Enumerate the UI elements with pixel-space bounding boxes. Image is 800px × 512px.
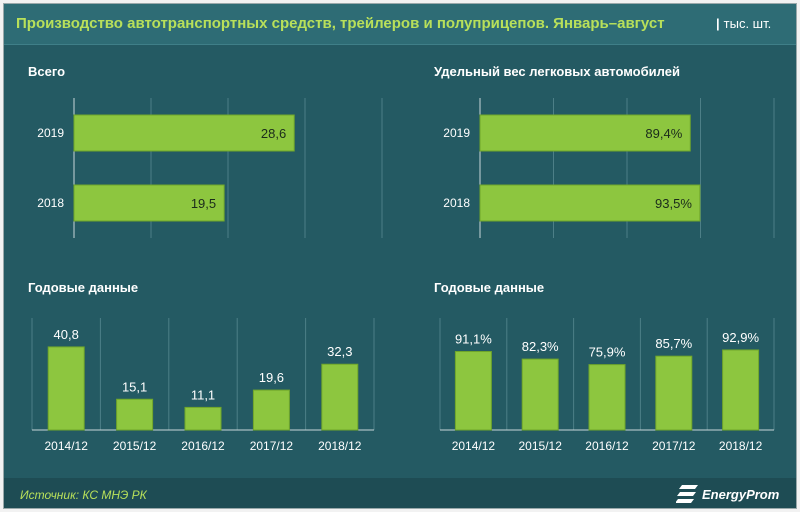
data-label: 32,3 bbox=[327, 344, 352, 359]
unit-wrap: | тыс. шт. bbox=[716, 16, 771, 31]
data-label: 75,9% bbox=[589, 345, 626, 360]
bar bbox=[479, 184, 701, 222]
bar bbox=[655, 355, 693, 431]
source-note: Источник: КС МНЭ РК bbox=[20, 488, 147, 502]
bar bbox=[321, 363, 359, 431]
bar bbox=[47, 346, 85, 431]
data-label: 15,1 bbox=[122, 379, 147, 394]
data-label: 82,3% bbox=[522, 339, 559, 354]
category-label: 2016/12 bbox=[181, 439, 225, 453]
data-label: 89,4% bbox=[645, 126, 682, 141]
category-label: 2018 bbox=[443, 196, 470, 210]
energyprom-logo-icon bbox=[676, 485, 698, 503]
section-title-annual-left: Годовые данные bbox=[28, 280, 139, 295]
bar bbox=[454, 351, 492, 431]
category-label: 2014/12 bbox=[452, 439, 496, 453]
logo-text: EnergyProm bbox=[702, 487, 780, 502]
chart-share: 2019 89,4% 2018 93,5% bbox=[443, 98, 775, 238]
data-label: 91,1% bbox=[455, 332, 492, 347]
data-label: 93,5% bbox=[655, 196, 692, 211]
infographic-panel: Производство автотранспортных средств, т… bbox=[3, 3, 797, 509]
bar bbox=[521, 358, 559, 431]
category-label: 2017/12 bbox=[250, 439, 294, 453]
page-title: Производство автотранспортных средств, т… bbox=[16, 15, 665, 32]
chart-annual-left: 40,8 2014/12 15,1 2015/12 11,1 2016/12 19,6 201… bbox=[31, 318, 375, 453]
bar bbox=[479, 114, 691, 152]
section-title-annual-right: Годовые данные bbox=[434, 280, 545, 295]
category-label: 2014/12 bbox=[45, 439, 89, 453]
data-label: 28,6 bbox=[261, 126, 286, 141]
data-label: 19,6 bbox=[259, 370, 284, 385]
bar bbox=[184, 406, 222, 431]
bar bbox=[73, 114, 295, 152]
section-title-total: Всего bbox=[28, 64, 66, 79]
chart-annual-right: 91,1% 2014/12 82,3% 2015/12 75,9% 2016/12 85,7… bbox=[439, 318, 775, 453]
data-label: 85,7% bbox=[655, 336, 692, 351]
bar bbox=[73, 184, 225, 222]
title-separator: | bbox=[716, 16, 720, 31]
category-label: 2019 bbox=[443, 126, 470, 140]
category-label: 2015/12 bbox=[519, 439, 563, 453]
footer: Источник: КС МНЭ РК EnergyProm bbox=[4, 478, 796, 508]
data-label: 40,8 bbox=[54, 327, 79, 342]
chart-total: 2019 28,6 2018 19,5 bbox=[37, 98, 383, 238]
category-label: 2015/12 bbox=[113, 439, 157, 453]
unit-label: тыс. шт. bbox=[723, 16, 772, 31]
category-label: 2018 bbox=[37, 196, 64, 210]
category-label: 2016/12 bbox=[585, 439, 629, 453]
header: Производство автотранспортных средств, т… bbox=[4, 4, 796, 45]
data-label: 92,9% bbox=[722, 330, 759, 345]
bar bbox=[588, 364, 626, 431]
data-label: 11,1 bbox=[191, 387, 215, 402]
category-label: 2017/12 bbox=[652, 439, 696, 453]
section-title-share: Удельный вес легковых автомобилей bbox=[434, 64, 680, 79]
category-label: 2019 bbox=[37, 126, 64, 140]
bar bbox=[252, 389, 290, 431]
category-label: 2018/12 bbox=[318, 439, 362, 453]
bar bbox=[722, 349, 760, 431]
category-label: 2018/12 bbox=[719, 439, 763, 453]
data-label: 19,5 bbox=[191, 196, 216, 211]
bar bbox=[116, 398, 154, 431]
